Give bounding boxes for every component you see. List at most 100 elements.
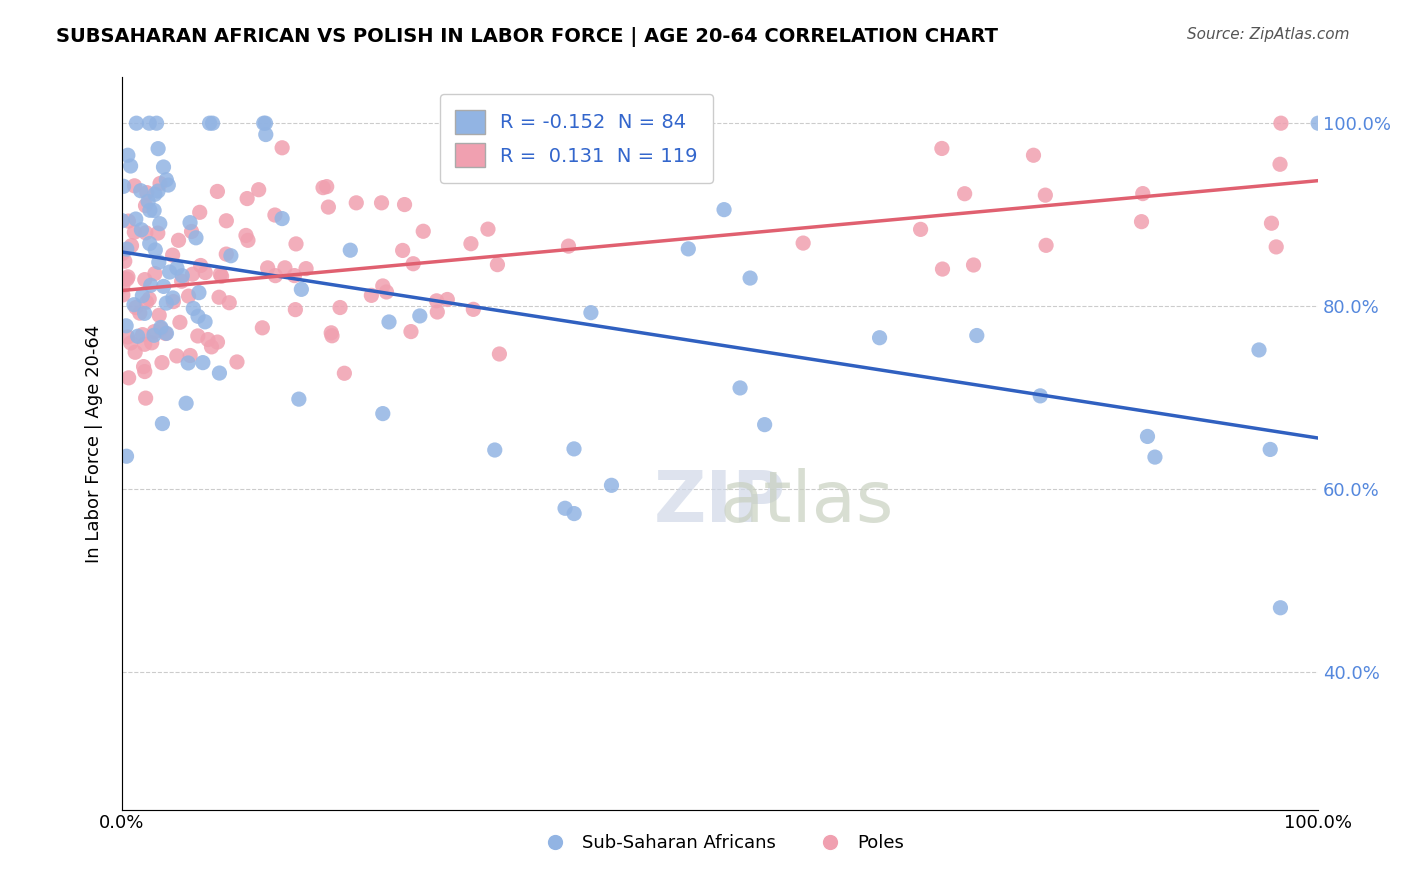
Point bbox=[792, 236, 814, 251]
Point bbox=[686, 159, 709, 173]
Point bbox=[128, 306, 150, 320]
Point bbox=[131, 327, 153, 342]
Point bbox=[460, 236, 482, 251]
Point bbox=[315, 179, 337, 194]
Point bbox=[194, 266, 217, 280]
Point bbox=[728, 381, 751, 395]
Point bbox=[1022, 148, 1045, 162]
Point bbox=[360, 288, 382, 302]
Point bbox=[149, 320, 172, 334]
Point bbox=[169, 315, 191, 329]
Point bbox=[172, 268, 194, 283]
Point bbox=[219, 249, 242, 263]
Point bbox=[177, 356, 200, 370]
Point bbox=[155, 326, 177, 341]
Point bbox=[174, 396, 197, 410]
Point bbox=[142, 328, 165, 343]
Point bbox=[312, 180, 335, 194]
Point bbox=[283, 268, 305, 283]
Point bbox=[678, 242, 700, 256]
Point bbox=[713, 202, 735, 217]
Point bbox=[115, 242, 138, 256]
Point bbox=[152, 160, 174, 174]
Point bbox=[181, 301, 204, 316]
Point bbox=[463, 302, 485, 317]
Point bbox=[135, 226, 157, 240]
Point bbox=[426, 293, 449, 308]
Point bbox=[394, 197, 416, 211]
Point bbox=[200, 340, 222, 354]
Point bbox=[371, 279, 394, 293]
Point bbox=[344, 195, 367, 210]
Point bbox=[215, 247, 238, 261]
Point bbox=[114, 254, 136, 268]
Point bbox=[869, 331, 891, 345]
Point bbox=[145, 116, 167, 130]
Point bbox=[931, 141, 953, 155]
Point bbox=[198, 116, 221, 130]
Point bbox=[121, 238, 143, 252]
Point bbox=[264, 208, 287, 222]
Point bbox=[155, 296, 177, 310]
Point bbox=[375, 285, 398, 299]
Point bbox=[155, 173, 177, 187]
Point bbox=[181, 267, 204, 281]
Point bbox=[111, 246, 134, 260]
Text: Source: ZipAtlas.com: Source: ZipAtlas.com bbox=[1187, 27, 1350, 42]
Point bbox=[271, 211, 294, 226]
Point bbox=[124, 178, 146, 193]
Point bbox=[426, 305, 449, 319]
Point bbox=[187, 310, 209, 324]
Point bbox=[117, 214, 139, 228]
Point bbox=[143, 187, 166, 202]
Point bbox=[184, 231, 207, 245]
Point bbox=[162, 291, 184, 305]
Point bbox=[1033, 188, 1056, 202]
Point bbox=[150, 322, 173, 336]
Point bbox=[236, 233, 259, 247]
Point bbox=[111, 213, 134, 227]
Point bbox=[579, 306, 602, 320]
Point bbox=[127, 329, 149, 343]
Point bbox=[264, 268, 287, 283]
Point bbox=[209, 268, 232, 282]
Point bbox=[1260, 216, 1282, 230]
Point bbox=[115, 449, 138, 463]
Point bbox=[188, 205, 211, 219]
Point bbox=[1270, 600, 1292, 615]
Point bbox=[333, 366, 356, 380]
Point bbox=[143, 267, 166, 281]
Point bbox=[399, 325, 422, 339]
Point bbox=[668, 144, 690, 158]
Point bbox=[215, 214, 238, 228]
Point bbox=[112, 179, 135, 194]
Point bbox=[146, 142, 169, 156]
Text: ZIP: ZIP bbox=[654, 467, 786, 537]
Point bbox=[557, 239, 579, 253]
Point bbox=[1270, 116, 1292, 130]
Point bbox=[562, 507, 585, 521]
Point bbox=[125, 301, 148, 315]
Point bbox=[148, 308, 170, 322]
Point bbox=[600, 478, 623, 492]
Point bbox=[1132, 186, 1154, 201]
Point bbox=[129, 184, 152, 198]
Point bbox=[1247, 343, 1270, 357]
Point bbox=[117, 371, 139, 385]
Point bbox=[486, 258, 509, 272]
Point bbox=[235, 228, 257, 243]
Point bbox=[966, 328, 988, 343]
Point bbox=[910, 222, 932, 236]
Point bbox=[252, 321, 274, 335]
Point bbox=[962, 258, 984, 272]
Point bbox=[166, 349, 188, 363]
Point bbox=[371, 407, 394, 421]
Point bbox=[143, 203, 166, 218]
Point bbox=[166, 261, 188, 276]
Point bbox=[208, 290, 231, 304]
Point bbox=[135, 391, 157, 405]
Point bbox=[931, 262, 953, 277]
Point bbox=[114, 272, 136, 286]
Point bbox=[143, 243, 166, 257]
Point bbox=[149, 177, 172, 191]
